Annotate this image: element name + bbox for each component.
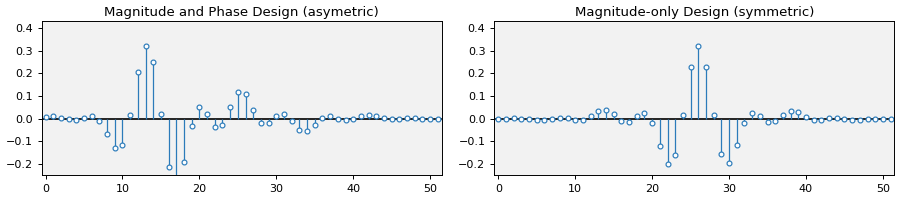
Title: Magnitude and Phase Design (asymetric): Magnitude and Phase Design (asymetric) bbox=[104, 6, 379, 19]
Title: Magnitude-only Design (symmetric): Magnitude-only Design (symmetric) bbox=[575, 6, 814, 19]
